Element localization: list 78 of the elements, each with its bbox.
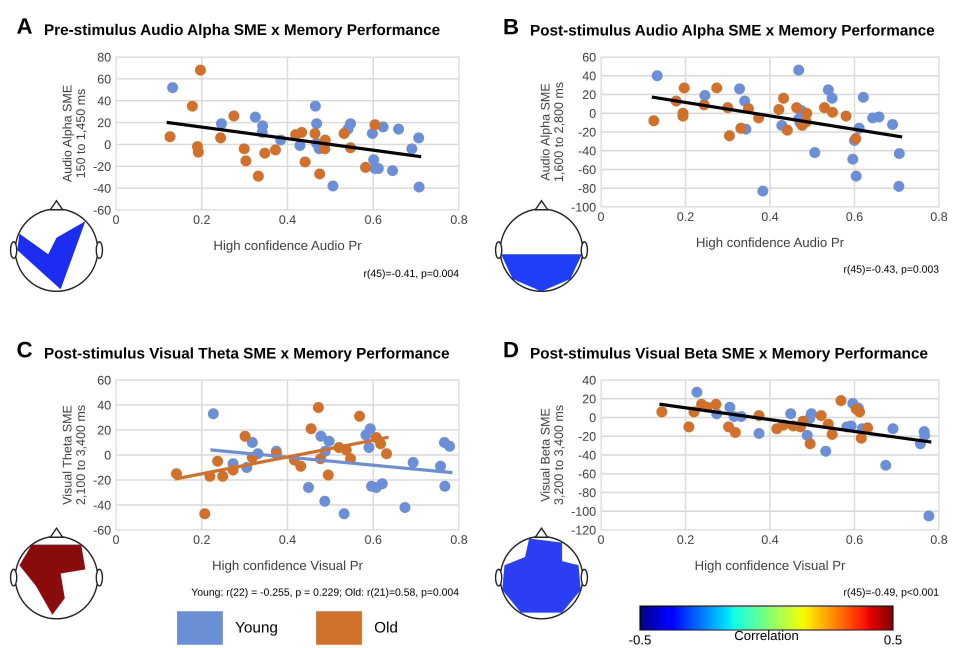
- chart-title: Pre-stimulus Audio Alpha SME x Memory Performance: [44, 24, 440, 38]
- text: r(45)=-0.49, p<0.001: [844, 588, 938, 598]
- y-tick-label: 40: [98, 400, 111, 410]
- color-bar-label: -0.5: [629, 635, 651, 645]
- x-tick-label: 0.6: [846, 535, 863, 544]
- chart-title: Post-stimulus Audio Alpha SME x Memory Performance: [531, 24, 934, 39]
- y-tick-label: 0: [104, 450, 111, 460]
- y-tick-label: -60: [94, 526, 111, 535]
- x-tick-label: 0.2: [194, 535, 210, 544]
- text: C: [17, 342, 32, 358]
- x-tick-label: 0.2: [194, 215, 210, 224]
- y-tick-label: 60: [582, 52, 596, 62]
- y-tick-label: -60: [578, 470, 596, 478]
- y-tick-label: 40: [582, 376, 596, 385]
- chart-title: Post-stimulus Visual Beta SME x Memory Performance: [531, 347, 928, 362]
- x-tick-label: 0: [598, 535, 604, 544]
- x-tick-label: 0.6: [365, 215, 382, 224]
- y-tick-label: 40: [98, 96, 111, 106]
- x-tick-label: 0.4: [279, 215, 296, 224]
- y-tick-label: -20: [94, 162, 111, 171]
- y-tick-label: 80: [98, 52, 111, 62]
- text: A: [17, 18, 32, 34]
- y-tick-label: -20: [94, 476, 111, 485]
- text: D: [504, 342, 518, 358]
- x-tick-label: 0.8: [450, 215, 468, 224]
- text: Young: r(22) = -0.255, p = 0.229; Old: r(21)=0.58, p=0.004: [192, 588, 459, 598]
- y-tick-label: -120: [572, 526, 596, 535]
- text: r(45)=-0.43, p=0.003: [844, 265, 939, 275]
- x-tick-label: 0: [113, 215, 119, 224]
- y-tick-label: -100: [572, 507, 596, 516]
- y-tick-label: -20: [578, 432, 596, 441]
- y-tick-label: -60: [578, 165, 596, 174]
- x-tick-label: 0.4: [279, 535, 296, 544]
- x-axis-title: High confidence Visual Pr: [696, 560, 846, 573]
- x-tick-label: 0.8: [450, 535, 468, 544]
- y-tick-label: 60: [98, 376, 111, 385]
- y-tick-label: 0: [590, 109, 596, 118]
- x-tick-label: 0.4: [762, 535, 778, 544]
- y-tick-label: -80: [578, 184, 596, 193]
- x-tick-label: 0.8: [930, 535, 948, 544]
- x-tick-label: 0.6: [846, 212, 863, 222]
- x-tick-label: 0.2: [677, 212, 694, 222]
- x-tick-label: 0.6: [365, 535, 382, 544]
- y-tick-label: -40: [578, 450, 596, 460]
- y-tick-label: -80: [578, 488, 596, 498]
- chart-title: Post-stimulus Visual Theta SME x Memory Performance: [44, 347, 450, 362]
- x-axis-title: High confidence Visual Pr: [213, 560, 363, 573]
- color-bar-label: 0.5: [884, 635, 902, 645]
- x-tick-label: 0: [113, 535, 119, 544]
- x-tick-label: 0: [598, 212, 604, 222]
- y-tick-label: 0: [590, 413, 596, 422]
- y-tick-label: -40: [94, 184, 111, 193]
- y-tick-label: 0: [104, 140, 111, 150]
- text: r(45)=-0.41, p=0.004: [364, 269, 459, 280]
- y-tick-label: 20: [98, 118, 111, 128]
- y-tick-label: -100: [572, 202, 596, 212]
- y-tick-label: 40: [582, 72, 596, 80]
- x-axis-title: High confidence Audio Pr: [697, 237, 844, 250]
- y-tick-label: 20: [582, 394, 596, 404]
- x-tick-label: 0.8: [930, 212, 948, 222]
- x-axis-title: High confidence Audio Pr: [214, 240, 362, 253]
- y-tick-label: 20: [98, 426, 111, 435]
- color-bar-title: Correlation: [734, 630, 798, 640]
- text: B: [504, 18, 518, 34]
- y-axis-title: Visual Theta SME 2,100 to 3,400 ms: [62, 405, 87, 505]
- y-tick-label: 20: [582, 90, 596, 100]
- legend-label: Old: [374, 621, 397, 633]
- y-tick-label: -40: [578, 146, 596, 156]
- x-tick-label: 0.2: [677, 535, 694, 544]
- y-tick-label: -60: [94, 206, 111, 215]
- y-axis-title: Audio Alpha SME 150 to 1,450 ms: [62, 85, 87, 182]
- y-tick-label: -20: [578, 128, 596, 137]
- y-tick-label: 60: [98, 74, 111, 84]
- y-axis-title: Visual Beta SME 3,200 to 3,400 ms: [540, 405, 565, 505]
- legend-label: Young: [235, 622, 277, 636]
- y-axis-title: Audio Alpha SME 1,600 to 2,800 ms: [540, 82, 565, 182]
- y-tick-label: -40: [94, 500, 111, 510]
- x-tick-label: 0.4: [762, 212, 778, 222]
